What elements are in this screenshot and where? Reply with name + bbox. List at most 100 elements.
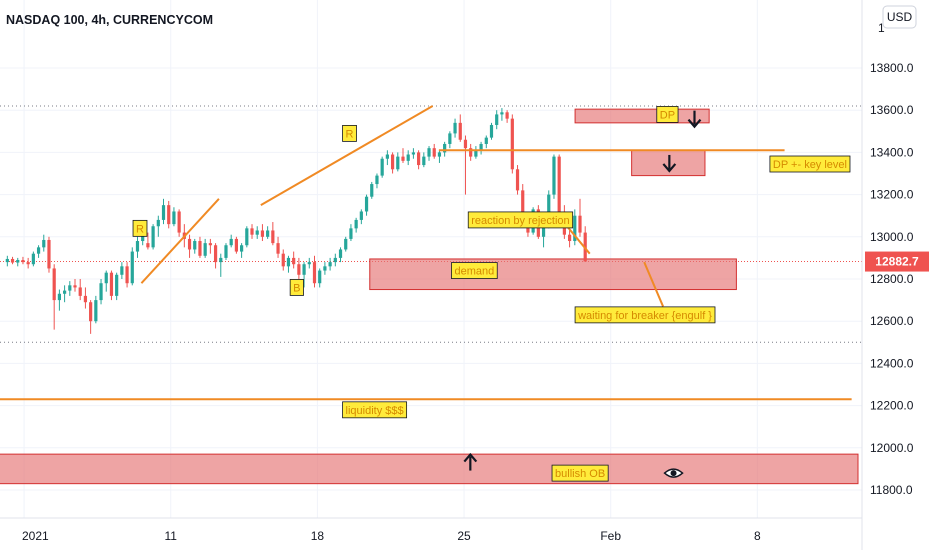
candle[interactable] — [130, 247, 134, 286]
candle[interactable] — [187, 234, 192, 258]
candle[interactable] — [276, 236, 280, 258]
candle[interactable] — [234, 236, 238, 254]
candle[interactable] — [312, 255, 317, 288]
candle[interactable] — [36, 245, 41, 258]
candle[interactable] — [474, 146, 478, 159]
candle[interactable] — [26, 257, 30, 269]
candle[interactable] — [94, 295, 98, 324]
candle[interactable] — [62, 285, 67, 303]
candle[interactable] — [255, 226, 259, 239]
candle[interactable] — [213, 243, 218, 269]
candle[interactable] — [193, 238, 197, 254]
candle[interactable] — [172, 207, 176, 227]
candle[interactable] — [427, 146, 431, 161]
candle[interactable] — [328, 257, 332, 271]
candle[interactable] — [380, 156, 384, 178]
candle[interactable] — [47, 236, 51, 273]
candle[interactable] — [115, 272, 119, 301]
candle[interactable] — [167, 200, 171, 229]
candle[interactable] — [417, 150, 421, 170]
candle[interactable] — [156, 215, 160, 237]
candle[interactable] — [151, 224, 155, 250]
candle[interactable] — [489, 122, 494, 140]
candles[interactable] — [5, 108, 587, 334]
candle[interactable] — [120, 262, 124, 279]
candle[interactable] — [286, 255, 291, 273]
candle[interactable] — [99, 279, 103, 305]
candle[interactable] — [578, 198, 582, 237]
candle[interactable] — [292, 251, 296, 269]
candle[interactable] — [323, 262, 327, 275]
candle[interactable] — [500, 108, 504, 121]
candle[interactable] — [229, 234, 233, 248]
candle[interactable] — [245, 226, 249, 248]
candle[interactable] — [42, 234, 46, 252]
candle[interactable] — [57, 289, 61, 311]
candle[interactable] — [396, 152, 400, 172]
candle[interactable] — [552, 154, 556, 199]
candle[interactable] — [344, 236, 348, 252]
candle[interactable] — [281, 249, 285, 271]
candle[interactable] — [146, 232, 150, 250]
candle[interactable] — [68, 281, 72, 296]
candle[interactable] — [505, 110, 509, 123]
candle[interactable] — [219, 253, 223, 277]
candle[interactable] — [260, 224, 265, 242]
candle[interactable] — [385, 150, 389, 166]
candle[interactable] — [422, 152, 426, 168]
candle[interactable] — [479, 141, 483, 155]
candle[interactable] — [208, 238, 212, 254]
candle[interactable] — [318, 268, 322, 288]
candle[interactable] — [484, 135, 488, 149]
candle[interactable] — [240, 243, 244, 258]
candle[interactable] — [307, 257, 311, 269]
price-axis[interactable]: 13800.0 13600.0 13400.0 13200.0 13000.0 12800… — [870, 61, 914, 497]
candle[interactable] — [135, 236, 140, 258]
candle[interactable] — [401, 148, 405, 163]
candle[interactable] — [177, 209, 181, 237]
candle[interactable] — [453, 118, 457, 138]
candle[interactable] — [104, 270, 108, 292]
candle[interactable] — [297, 257, 301, 279]
currency-button[interactable]: USD — [882, 5, 917, 29]
candle[interactable] — [10, 256, 15, 265]
candle[interactable] — [109, 270, 114, 301]
candle[interactable] — [125, 262, 129, 288]
candle[interactable] — [203, 238, 207, 258]
candle[interactable] — [5, 255, 9, 267]
candle[interactable] — [73, 279, 77, 292]
candle[interactable] — [495, 110, 499, 130]
candle[interactable] — [271, 222, 275, 246]
candle[interactable] — [364, 194, 369, 216]
candle[interactable] — [333, 253, 337, 267]
candle[interactable] — [469, 143, 473, 161]
candle[interactable] — [89, 300, 93, 334]
candle[interactable] — [370, 181, 374, 199]
candle[interactable] — [83, 287, 88, 309]
candle[interactable] — [224, 243, 228, 261]
candle[interactable] — [338, 247, 343, 263]
candle[interactable] — [354, 217, 358, 233]
candle[interactable] — [458, 114, 462, 142]
candle[interactable] — [266, 226, 270, 239]
candle[interactable] — [52, 264, 56, 330]
candle[interactable] — [302, 262, 306, 288]
candle[interactable] — [390, 152, 395, 174]
time-axis[interactable]: 2021 11 18 25 Feb 8 — [22, 529, 761, 543]
candle[interactable] — [448, 131, 452, 149]
candle[interactable] — [515, 165, 520, 195]
candle[interactable] — [359, 209, 363, 225]
candle[interactable] — [31, 251, 35, 267]
candle[interactable] — [573, 209, 577, 246]
candle[interactable] — [16, 257, 20, 267]
candle[interactable] — [78, 279, 82, 301]
candle[interactable] — [21, 256, 25, 265]
candle[interactable] — [463, 135, 468, 195]
candle[interactable] — [349, 224, 353, 242]
candle[interactable] — [250, 224, 254, 239]
candle[interactable] — [443, 141, 447, 157]
candle[interactable] — [375, 173, 379, 189]
candle[interactable] — [557, 154, 561, 216]
candle[interactable] — [510, 114, 514, 174]
